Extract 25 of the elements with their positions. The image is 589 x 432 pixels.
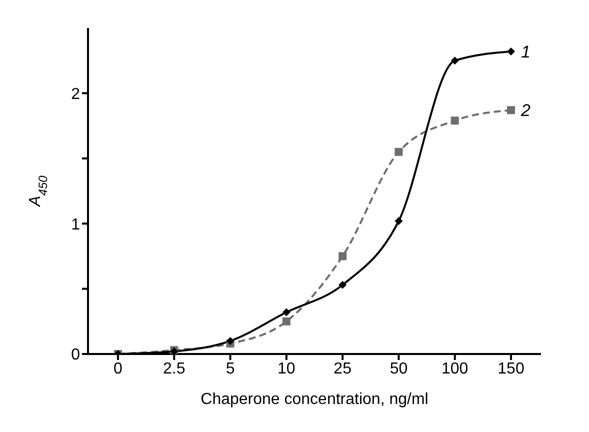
point <box>226 336 234 345</box>
point <box>282 308 290 316</box>
y-tick-label: 2 <box>71 86 80 103</box>
x-tick-label: 2.5 <box>163 360 186 378</box>
series-label: 2 <box>520 101 531 120</box>
x-tick-label: 50 <box>390 360 408 378</box>
point <box>394 148 403 156</box>
x-tick-label: 5 <box>226 360 235 378</box>
x-axis-title: Chaperone concentration, ng/ml <box>200 391 428 408</box>
point <box>338 252 347 260</box>
point <box>507 47 515 56</box>
x-tick-label: 10 <box>278 360 296 378</box>
point <box>282 317 290 326</box>
x-tick-label: 0 <box>114 360 123 378</box>
y-tick-label: 1 <box>71 216 80 234</box>
series-label: 1 <box>521 42 530 62</box>
point <box>507 106 515 114</box>
point <box>450 116 459 125</box>
x-tick-label: 25 <box>334 360 352 378</box>
point <box>394 216 403 225</box>
y-tick-label: 0 <box>71 346 80 364</box>
x-tick-label: 100 <box>442 360 468 378</box>
x-tick-label: 150 <box>498 360 524 378</box>
point <box>338 280 347 289</box>
point <box>450 56 459 65</box>
